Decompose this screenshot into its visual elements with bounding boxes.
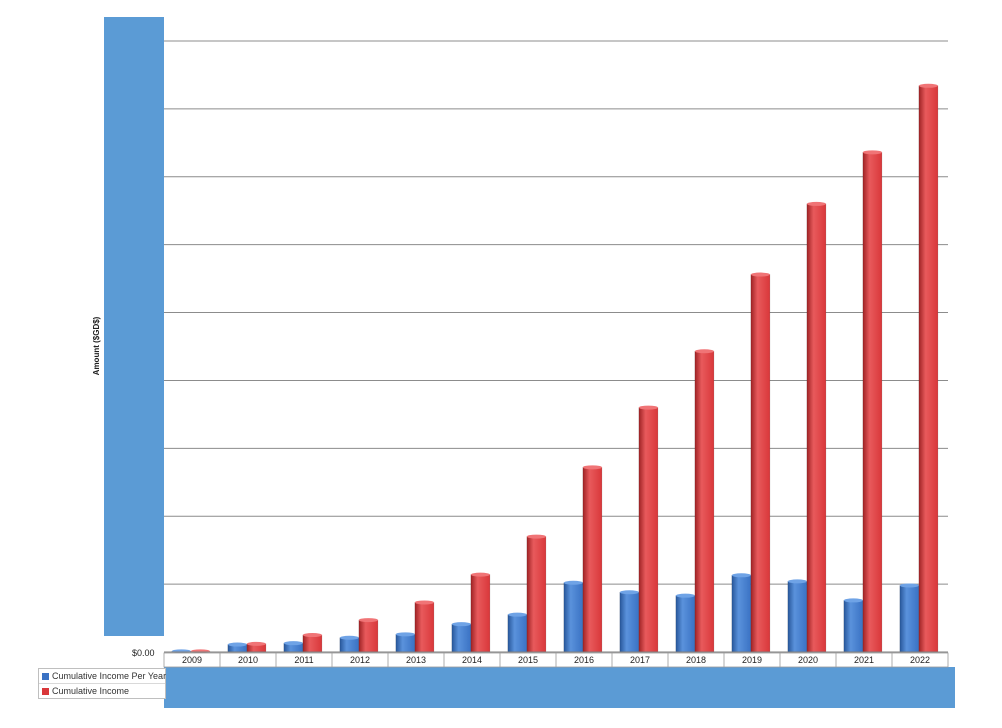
bar-top bbox=[451, 622, 471, 627]
bar bbox=[451, 623, 472, 653]
bar-top bbox=[750, 272, 770, 277]
bar-top bbox=[619, 590, 639, 595]
bar-top bbox=[302, 633, 322, 638]
bar-top bbox=[526, 534, 546, 539]
bar bbox=[787, 581, 808, 653]
x-axis: 2009 2010 2011 2012 2013 2014 2015 2016 2017 2018… bbox=[163, 651, 949, 668]
bar-top bbox=[638, 405, 658, 410]
bar bbox=[806, 203, 827, 653]
bar bbox=[395, 634, 416, 653]
legend-label: Cumulative Income bbox=[52, 686, 130, 696]
bar-top bbox=[358, 618, 378, 623]
x-tick-label: 2018 bbox=[686, 655, 706, 665]
bar-top bbox=[395, 632, 415, 637]
x-tick-label: 2016 bbox=[574, 655, 594, 665]
bar bbox=[526, 536, 547, 653]
bar-top bbox=[694, 349, 714, 354]
bar bbox=[470, 574, 491, 653]
bar bbox=[843, 600, 864, 653]
bar bbox=[862, 152, 883, 653]
y-axis-title: Amount ($GD$) bbox=[92, 316, 101, 375]
bar-top bbox=[246, 641, 266, 646]
bar-top bbox=[339, 635, 359, 640]
bar-top bbox=[563, 580, 583, 585]
bar bbox=[582, 467, 603, 653]
bar-top bbox=[787, 579, 807, 584]
x-tick-label: 2021 bbox=[854, 655, 874, 665]
legend: Cumulative Income Per Year Cumulative In… bbox=[38, 668, 166, 699]
x-tick-label: 2010 bbox=[238, 655, 258, 665]
gridlines bbox=[164, 40, 948, 585]
x-tick-label: 2012 bbox=[350, 655, 370, 665]
bar bbox=[339, 637, 360, 653]
x-tick-label: 2017 bbox=[630, 655, 650, 665]
x-tick-label: 2020 bbox=[798, 655, 818, 665]
bar bbox=[619, 591, 640, 653]
bar bbox=[563, 582, 584, 653]
bar bbox=[918, 85, 939, 653]
bar bbox=[750, 274, 771, 653]
bar-top bbox=[918, 83, 938, 88]
x-tick-label: 2022 bbox=[910, 655, 930, 665]
bar bbox=[358, 619, 379, 653]
bar bbox=[302, 634, 323, 653]
x-tick-label: 2013 bbox=[406, 655, 426, 665]
bar-top bbox=[806, 201, 826, 206]
legend-item: Cumulative Income bbox=[39, 683, 165, 698]
bar-top bbox=[862, 150, 882, 155]
bars bbox=[171, 83, 939, 654]
bar bbox=[507, 614, 528, 653]
y-axis-panel bbox=[104, 17, 164, 636]
x-tick-label: 2015 bbox=[518, 655, 538, 665]
bar-top bbox=[283, 641, 303, 646]
legend-swatch bbox=[42, 672, 49, 680]
legend-swatch bbox=[42, 687, 49, 695]
bar bbox=[638, 407, 659, 653]
x-tick-label: 2011 bbox=[294, 655, 313, 665]
legend-label: Cumulative Income Per Year bbox=[52, 671, 167, 681]
x-axis-panel bbox=[164, 667, 955, 708]
y-tick-label: $0.00 bbox=[132, 648, 155, 658]
bar-top bbox=[899, 583, 919, 588]
bar-top bbox=[582, 465, 602, 470]
x-tick-label: 2014 bbox=[462, 655, 482, 665]
bar-top bbox=[843, 598, 863, 603]
bar bbox=[899, 585, 920, 653]
bar-top bbox=[470, 572, 490, 577]
bar bbox=[414, 602, 435, 653]
bar-top bbox=[227, 642, 247, 647]
x-tick-label: 2019 bbox=[742, 655, 762, 665]
bar bbox=[694, 350, 715, 653]
bar bbox=[675, 595, 696, 653]
bar-top bbox=[675, 593, 695, 598]
bar-top bbox=[414, 600, 434, 605]
x-tick-label: 2009 bbox=[182, 655, 202, 665]
legend-item: Cumulative Income Per Year bbox=[39, 669, 167, 683]
bar bbox=[731, 574, 752, 653]
bar-top bbox=[731, 573, 751, 578]
bar-top bbox=[507, 612, 527, 617]
